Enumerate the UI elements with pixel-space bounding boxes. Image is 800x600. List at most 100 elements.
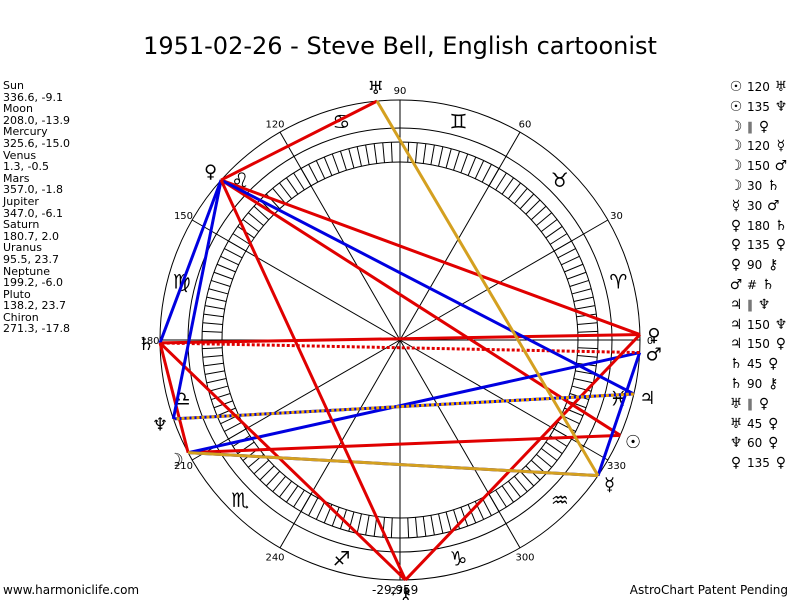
- planet-name: Venus: [3, 148, 37, 162]
- degree-tick: [356, 146, 362, 167]
- degree-label: 150: [174, 211, 193, 222]
- aspect-planet-2: ♀: [775, 455, 787, 472]
- degree-tick: [549, 233, 568, 245]
- planet-glyph: ☽: [168, 450, 184, 471]
- planet-name: Chiron: [3, 310, 39, 324]
- degree-tick: [279, 182, 293, 200]
- aspect-row: ♆ 60 ♀: [728, 434, 789, 454]
- house-spoke: [279, 131, 401, 341]
- aspect-angle: 120: [747, 80, 770, 94]
- degree-tick: [208, 385, 229, 392]
- planet-name: Jupiter: [3, 194, 39, 208]
- planet-position: 208.0, -13.9: [3, 113, 70, 127]
- aspect-planet-2: ♄: [767, 177, 780, 194]
- degree-tick: [206, 296, 227, 302]
- degree-tick: [224, 248, 243, 259]
- planet-position: 357.0, -1.8: [3, 183, 63, 197]
- degree-tick: [571, 288, 592, 295]
- planet-glyph: ☿: [604, 475, 615, 496]
- planet-name: Sun: [3, 79, 24, 92]
- aspect-row: ♅ 45 ♀: [728, 415, 789, 435]
- degree-label: 30: [610, 211, 623, 222]
- degree-tick: [211, 279, 231, 287]
- aspect-lines: [158, 99, 642, 582]
- aspect-row: ♃ ∥ ♆: [728, 296, 789, 316]
- planet-name: Uranus: [3, 241, 42, 255]
- degree-tick: [495, 172, 507, 191]
- degree-tick: [202, 330, 223, 333]
- degree-tick: [540, 219, 558, 233]
- degree-tick: [220, 255, 239, 266]
- degree-tick: [545, 441, 563, 454]
- zodiac-sign: ♉: [551, 168, 569, 192]
- degree-tick: [422, 143, 427, 164]
- degree-tick: [365, 144, 370, 165]
- aspect-line: [219, 179, 407, 581]
- aspect-planet-1: ☽: [729, 177, 743, 194]
- aspect-angle: 150: [747, 159, 770, 174]
- aspect-planet-1: ☉: [729, 98, 743, 115]
- degree-tick: [519, 470, 535, 487]
- degree-tick: [530, 205, 547, 221]
- degree-tick: [438, 146, 444, 167]
- aspect-planet-2: ♄: [774, 217, 788, 234]
- degree-tick: [308, 164, 319, 183]
- zodiac-sign: ♏: [231, 488, 249, 512]
- planet-position: 180.7, 2.0: [3, 229, 59, 243]
- aspect-planet-1: ♅: [729, 415, 743, 432]
- degree-tick: [514, 476, 528, 492]
- aspect-row: ♄ 45 ♀: [728, 355, 789, 375]
- aspect-planet-1: ♀: [730, 257, 742, 274]
- degree-tick: [501, 485, 514, 503]
- aspect-planet-2: ♄: [761, 276, 775, 293]
- degree-tick: [573, 378, 594, 384]
- house-spoke: [399, 339, 521, 549]
- aspect-planet-2: ♀: [758, 395, 770, 412]
- degree-tick: [390, 517, 393, 538]
- aspect-line: [220, 99, 378, 182]
- degree-tick: [253, 459, 270, 475]
- aspect-row: ☉ 120 ♅: [728, 78, 789, 98]
- planet-position: 138.2, 23.7: [3, 299, 66, 313]
- aspect-planet-1: ☉: [729, 79, 743, 95]
- aspect-angle: 150: [747, 337, 770, 352]
- aspect-row: ♀ 180 ♄: [728, 217, 789, 237]
- degree-tick: [567, 271, 587, 280]
- degree-label: 0: [647, 336, 653, 347]
- planet-glyph: ♅: [368, 78, 384, 99]
- planet-glyph: ☉: [625, 432, 641, 453]
- degree-tick: [203, 362, 224, 367]
- aspect-planet-2: ♀: [768, 356, 779, 373]
- degree-tick: [430, 144, 435, 165]
- aspect-row: ♅ ∥ ♀: [728, 395, 789, 415]
- degree-tick: [415, 517, 418, 538]
- house-spoke: [279, 339, 401, 549]
- website-link[interactable]: www.harmoniclife.com: [3, 583, 140, 597]
- degree-tick: [407, 517, 410, 538]
- house-spoke: [191, 219, 401, 341]
- aspect-planet-1: ♆: [729, 435, 743, 452]
- planet-name: Pluto: [3, 287, 31, 301]
- degree-tick: [467, 504, 477, 524]
- aspect-angle: 45: [747, 357, 763, 372]
- degree-label: 300: [515, 553, 534, 564]
- degree-tick: [232, 233, 251, 245]
- degree-label: 180: [140, 336, 159, 347]
- degree-tick: [495, 489, 507, 508]
- degree-tick: [211, 393, 231, 401]
- aspect-list: ☉ 120 ♅ ☉ 135 ♆ ☽ ∥ ♀ ☽ 120 ☿ ☽ 150 ♂ ☽ 30 ♄ ☿ 30 ♂ ♀ 180 ♄ ♀ 135…: [728, 78, 789, 474]
- degree-tick: [507, 182, 521, 200]
- aspect-planet-2: ☿: [776, 138, 786, 155]
- planet-glyph: ♄: [138, 334, 154, 355]
- degree-tick: [248, 212, 264, 226]
- aspect-angle: ∥: [747, 119, 753, 134]
- degree-tick: [564, 263, 584, 273]
- degree-tick: [561, 255, 580, 266]
- aspect-line: [375, 100, 600, 477]
- planet-position: 199.2, -6.0: [3, 276, 63, 290]
- planet-position: 347.0, -6.1: [3, 206, 63, 220]
- aspect-planet-1: ♃: [729, 296, 743, 313]
- aspect-row: ♀ 135 ♀: [728, 236, 789, 256]
- planet-glyph: ♃: [639, 388, 655, 409]
